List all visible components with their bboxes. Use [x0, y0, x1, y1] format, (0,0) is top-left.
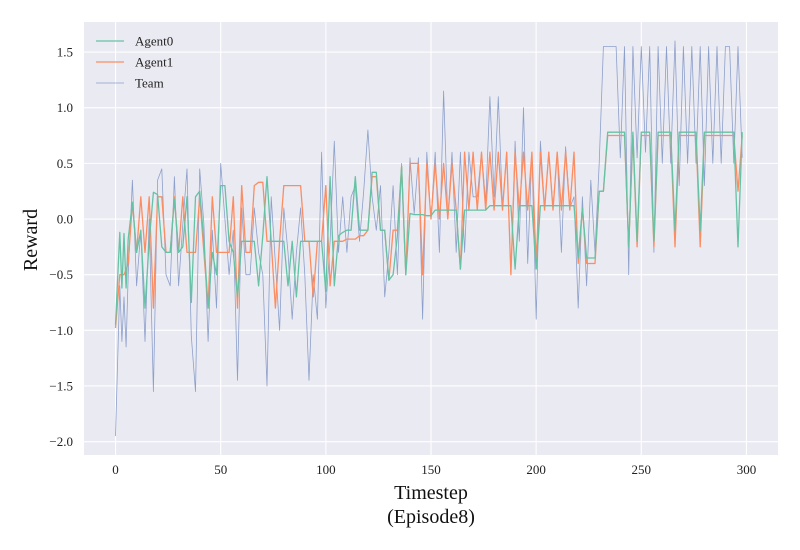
grid-lines	[84, 22, 778, 455]
y-tick-label: −1.5	[49, 378, 73, 393]
y-tick-label: −0.5	[49, 267, 73, 282]
y-tick-label: −2.0	[49, 434, 73, 449]
x-tick-label: 300	[737, 462, 757, 477]
x-tick-label: 150	[421, 462, 441, 477]
x-tick-label: 100	[316, 462, 336, 477]
legend-label: Agent0	[135, 34, 173, 49]
y-tick-label: 0.5	[57, 156, 73, 171]
x-tick-label: 50	[214, 462, 227, 477]
series-line-agent0	[114, 131, 743, 325]
x-tick-label: 250	[632, 462, 652, 477]
x-tick-labels: 0 50 100 150 200 250 300	[112, 462, 756, 477]
y-axis-label: Reward	[20, 209, 42, 271]
x-axis-label: Timestep	[394, 482, 468, 504]
y-tick-label: 1.0	[57, 100, 73, 115]
series-layer	[114, 40, 743, 437]
y-tick-label: −1.0	[49, 323, 73, 338]
y-tick-labels: −2.0 −1.5 −1.0 −0.5 0.0 0.5 1.0 1.5	[49, 45, 73, 450]
legend-label: Agent1	[135, 55, 173, 70]
y-tick-label: 1.5	[57, 45, 73, 60]
y-tick-label: 0.0	[57, 212, 73, 227]
legend-label: Team	[135, 76, 164, 91]
x-tick-label: 200	[526, 462, 546, 477]
x-tick-label: 0	[112, 462, 119, 477]
x-axis-sublabel: (Episode8)	[387, 506, 475, 528]
legend: Agent0 Agent1 Team	[96, 34, 173, 91]
